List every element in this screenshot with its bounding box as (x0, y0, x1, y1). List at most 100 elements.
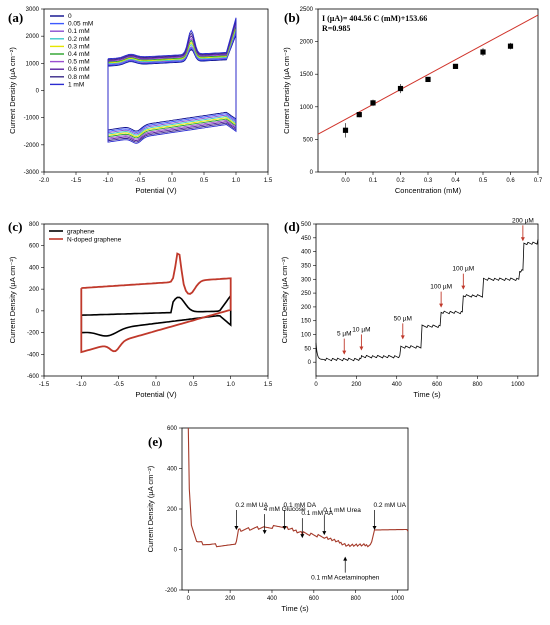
d-annotation-label-1: 10 µM (352, 326, 370, 333)
b-x-tick-label: 0.1 (369, 178, 378, 184)
a-y-tick-label: -3000 (24, 170, 40, 176)
d-y-tick-label: 300 (301, 277, 312, 283)
a-legend-label-7: 0.6 mM (68, 66, 90, 73)
a-legend-label-5: 0.4 mM (68, 51, 90, 58)
d-x-axis-label: Time (s) (413, 390, 441, 399)
e-annotation-label-6: 0.2 mM UA (374, 502, 407, 509)
a-legend-label-4: 0.3 mM (68, 43, 90, 50)
panel-label-d: (d) (284, 219, 300, 234)
a-y-tick-label: -2000 (24, 143, 40, 149)
e-annotation-arrowhead-4 (322, 531, 327, 536)
b-data-point-0 (342, 127, 349, 133)
e-annotation-arrowhead-5 (343, 556, 348, 561)
c-x-tick-label: 0.0 (152, 382, 161, 388)
e-annotation-arrowhead-0 (234, 526, 239, 531)
b-x-tick-label: 0.5 (479, 178, 488, 184)
b-equation: I (µA)= 404.56 C (mM)+153.66 (322, 14, 427, 23)
d-y-tick-label: 350 (301, 263, 312, 269)
b-data-point-7 (507, 43, 514, 49)
c-y-tick-label: -200 (27, 331, 40, 337)
a-x-tick-label: -1.5 (71, 178, 82, 184)
e-y-tick-label: 200 (167, 507, 178, 513)
d-annotation-arrowhead-1 (359, 346, 364, 351)
d-current-trace (315, 239, 539, 362)
d-annotation-arrowhead-0 (342, 350, 347, 355)
c-x-tick-label: -1.5 (39, 382, 50, 388)
e-annotation-arrowhead-6 (372, 526, 377, 531)
e-annotation-label-2: 0.1 mM DA (284, 502, 317, 509)
c-y-tick-label: 400 (29, 265, 40, 271)
b-y-axis-label: Current Density (µA cm⁻²) (282, 47, 291, 134)
e-x-tick-label: 1000 (391, 596, 405, 602)
e-y-tick-label: 400 (167, 467, 178, 473)
a-x-tick-label: -2.0 (39, 178, 50, 184)
c-x-tick-label: 0.5 (189, 382, 198, 388)
d-y-tick-label: 450 (301, 236, 312, 242)
e-annotation-arrowhead-3 (300, 534, 305, 539)
c-y-tick-label: -400 (27, 352, 40, 358)
a-series-line-5 (107, 25, 237, 139)
b-y-tick-label: 0 (310, 170, 314, 176)
a-x-tick-label: 0.0 (168, 178, 177, 184)
d-plot-frame (315, 223, 539, 377)
c-plot-frame (43, 223, 269, 377)
e-annotation-label-1: 4 mM Glucose (264, 506, 306, 513)
panel-label-a: (a) (8, 10, 23, 25)
b-fit-line (317, 14, 539, 135)
b-y-tick-label: 500 (303, 137, 314, 143)
a-x-tick-label: 1.0 (232, 178, 241, 184)
a-series-line-2 (107, 30, 237, 135)
b-data-point-5 (452, 63, 459, 69)
a-x-tick-label: 0.5 (200, 178, 209, 184)
d-x-tick-label: 400 (392, 382, 403, 388)
d-x-tick-label: 200 (351, 382, 362, 388)
e-x-tick-label: 600 (309, 596, 320, 602)
b-x-tick-label: 0.7 (534, 178, 543, 184)
d-y-tick-label: 250 (301, 291, 312, 297)
b-x-tick-label: 0.2 (396, 178, 405, 184)
a-x-axis-label: Potential (V) (135, 186, 177, 195)
e-annotation-arrowhead-2 (282, 526, 287, 531)
c-y-tick-label: 0 (36, 309, 40, 315)
c-x-tick-label: -0.5 (113, 382, 124, 388)
c-y-tick-label: -600 (27, 374, 40, 380)
a-x-tick-label: -1.0 (103, 178, 114, 184)
d-annotation-arrowhead-3 (439, 303, 444, 308)
panel-label-c: (c) (8, 219, 22, 234)
d-annotation-label-4: 100 µM (452, 266, 474, 273)
d-y-tick-label: 500 (301, 222, 312, 228)
panel-label-e: (e) (148, 434, 162, 449)
b-data-point-4 (425, 76, 431, 83)
c-legend-label-1: N-doped graphene (67, 237, 122, 244)
d-annotation-label-0: 5 µM (337, 331, 352, 338)
panel-e: (e) 0 200 400 600 800 1000-2000200400600Time … (146, 426, 409, 613)
b-x-tick-label: 0.6 (506, 178, 515, 184)
c-x-tick-label: 1.0 (226, 382, 235, 388)
a-y-tick-label: -1000 (24, 116, 40, 122)
e-annotation-label-5: 0.1 mM Acetaminophen (311, 575, 380, 582)
a-y-tick-label: 2000 (26, 34, 40, 40)
a-legend-label-1: 0.05 mM (68, 21, 93, 28)
d-y-tick-label: 150 (301, 319, 312, 325)
d-annotation-label-3: 100 µM (430, 284, 452, 291)
d-y-tick-label: 50 (304, 346, 311, 352)
a-legend-label-3: 0.2 mM (68, 36, 90, 43)
panel-a: (a) -2.0 -1.5 -1.0 -0.5 0.0 0.5 1.0 1.5 -3000 -20… (8, 7, 273, 195)
c-x-tick-label: -1.0 (76, 382, 87, 388)
c-series-graphene (80, 293, 232, 337)
d-x-tick-label: 1000 (511, 382, 525, 388)
d-y-tick-label: 200 (301, 305, 312, 311)
c-y-tick-label: 600 (29, 244, 40, 250)
e-annotation-label-4: 0.1 mM Urea (323, 507, 361, 514)
d-y-axis-label: Current Density (µA cm⁻²) (280, 256, 289, 343)
c-y-tick-label: 800 (29, 222, 40, 228)
b-y-tick-label: 2500 (300, 7, 314, 13)
e-x-tick-label: 200 (225, 596, 236, 602)
d-annotation-label-2: 50 µM (394, 315, 412, 322)
e-annotation-label-3: 0.1 mM AA (301, 510, 333, 517)
a-x-tick-label: 1.5 (264, 178, 273, 184)
b-x-tick-label: 0.4 (451, 178, 460, 184)
a-y-tick-label: 3000 (26, 7, 40, 13)
b-x-axis-label: Concentration (mM) (395, 186, 462, 195)
